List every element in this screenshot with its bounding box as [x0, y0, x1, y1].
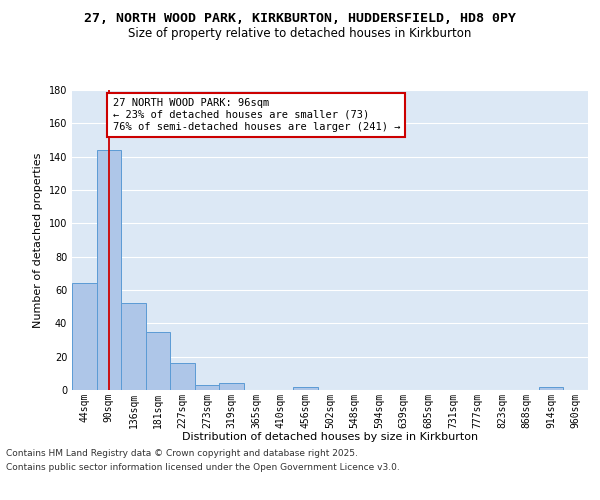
Bar [293, 386, 318, 390]
Y-axis label: Number of detached properties: Number of detached properties [33, 152, 43, 328]
X-axis label: Distribution of detached houses by size in Kirkburton: Distribution of detached houses by size … [182, 432, 478, 442]
Bar [97, 150, 121, 390]
Bar [146, 332, 170, 390]
Bar [170, 364, 195, 390]
Bar [539, 386, 563, 390]
Text: Size of property relative to detached houses in Kirkburton: Size of property relative to detached ho… [128, 28, 472, 40]
Bar [195, 385, 220, 390]
Bar [121, 304, 146, 390]
Text: 27 NORTH WOOD PARK: 96sqm
← 23% of detached houses are smaller (73)
76% of semi-: 27 NORTH WOOD PARK: 96sqm ← 23% of detac… [113, 98, 400, 132]
Text: Contains public sector information licensed under the Open Government Licence v3: Contains public sector information licen… [6, 464, 400, 472]
Bar [72, 284, 97, 390]
Text: Contains HM Land Registry data © Crown copyright and database right 2025.: Contains HM Land Registry data © Crown c… [6, 448, 358, 458]
Bar [220, 384, 244, 390]
Text: 27, NORTH WOOD PARK, KIRKBURTON, HUDDERSFIELD, HD8 0PY: 27, NORTH WOOD PARK, KIRKBURTON, HUDDERS… [84, 12, 516, 26]
